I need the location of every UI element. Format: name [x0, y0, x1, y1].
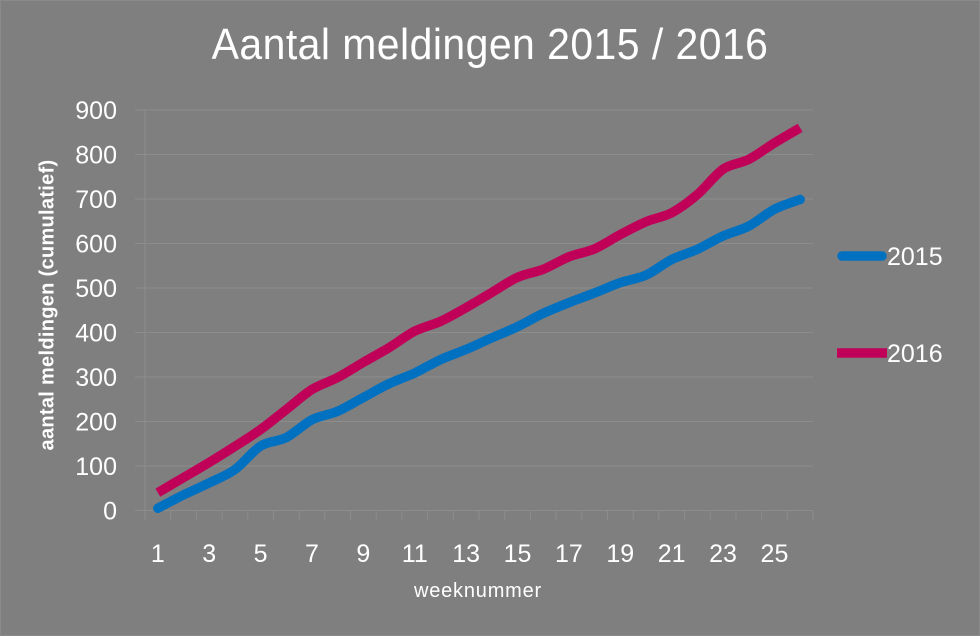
x-tick-label: 15 — [504, 540, 532, 568]
x-tick-label: 7 — [305, 540, 319, 568]
y-axis-tick-labels: 0 100 200 300 400 500 600 700 800 900 — [75, 97, 117, 526]
y-tick-label: 500 — [75, 275, 117, 303]
x-tick-label: 23 — [709, 540, 737, 568]
y-tick-label: 200 — [75, 409, 117, 437]
data-series — [153, 123, 805, 514]
legend-label-2015: 2015 — [887, 243, 943, 271]
series-line-2015 — [153, 194, 805, 514]
y-tick-label: 300 — [75, 364, 117, 392]
y-tick-label: 600 — [75, 231, 117, 259]
y-tick-label: 800 — [75, 142, 117, 170]
series-line-2016 — [155, 123, 803, 497]
x-axis-tick-labels: 1 3 5 7 9 11 13 15 17 19 21 23 25 — [151, 540, 788, 568]
x-axis-title: weeknummer — [413, 580, 543, 602]
gridlines — [135, 109, 813, 511]
axes — [144, 110, 814, 521]
x-tick-label: 17 — [555, 540, 583, 568]
y-tick-label: 900 — [75, 97, 117, 125]
x-tick-label: 1 — [151, 540, 165, 568]
x-tick-label: 9 — [356, 540, 370, 568]
chart-title: Aantal meldingen 2015 / 2016 — [211, 20, 769, 69]
x-tick-label: 11 — [402, 540, 428, 568]
y-tick-label: 0 — [103, 498, 117, 526]
x-tick-label: 3 — [202, 540, 216, 568]
x-tick-label: 19 — [606, 540, 634, 568]
x-tick-label: 21 — [658, 540, 686, 568]
legend-label-2016: 2016 — [887, 340, 943, 368]
y-tick-label: 100 — [75, 453, 117, 481]
y-tick-label: 700 — [75, 186, 117, 214]
x-tick-label: 5 — [254, 540, 268, 568]
legend: 2015 2016 — [837, 243, 943, 368]
x-tick-label: 25 — [761, 540, 789, 568]
x-tick-label: 13 — [452, 540, 480, 568]
y-tick-label: 400 — [75, 320, 117, 348]
